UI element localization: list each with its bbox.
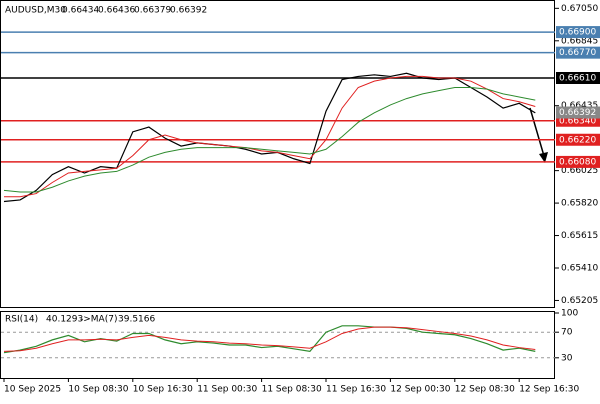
- x-tick-label: 10 Sep 08:30: [68, 385, 128, 395]
- y-tick-label: 0.65615: [561, 231, 598, 241]
- y-tick-label: 0.67050: [561, 4, 598, 14]
- x-tick-label: 10 Sep 2025: [4, 385, 61, 395]
- y-tick-label: 0.66435: [561, 101, 598, 111]
- level-label: 0.66080: [559, 157, 596, 167]
- current-price-label: 0.66392: [559, 108, 596, 118]
- level-label: 0.66770: [559, 48, 596, 58]
- x-tick-label: 12 Sep 16:30: [519, 385, 579, 395]
- rsi-ma-name: ->MA(7): [80, 315, 117, 325]
- y-tick-label: 0.66025: [561, 166, 598, 176]
- level-label: 0.66900: [559, 28, 596, 38]
- rsi-ma-value: 39.5166: [118, 315, 155, 325]
- rsi-value: 40.1293: [46, 315, 83, 325]
- x-tick-label: 11 Sep 08:30: [262, 385, 322, 395]
- y-tick-label: 30: [561, 353, 573, 363]
- high: 0.66436: [98, 6, 135, 16]
- y-tick-label: 100: [561, 309, 578, 319]
- series-line: [4, 75, 536, 198]
- series-line: [3, 72, 536, 203]
- y-tick-label: 0.66845: [561, 36, 598, 46]
- y-tick-label: 0.65820: [561, 199, 598, 209]
- symbol: AUDUSD,M30: [5, 6, 66, 16]
- main-frame: [0, 0, 555, 308]
- x-tick-label: 11 Sep 16:30: [326, 385, 386, 395]
- rsi-frame: [0, 311, 555, 379]
- x-tick-label: 12 Sep 08:30: [455, 385, 515, 395]
- series-line: [3, 325, 536, 354]
- level-label: 0.66610: [559, 74, 596, 84]
- close: 0.66392: [170, 6, 207, 16]
- level-label-box: [556, 155, 600, 168]
- series-line: [3, 87, 536, 193]
- x-tick-label: 11 Sep 00:30: [197, 385, 257, 395]
- level-label-box: [556, 26, 600, 39]
- low: 0.66379: [134, 6, 171, 16]
- arrow-head: [539, 152, 548, 163]
- rsi-name: RSI(14): [5, 315, 38, 325]
- level-label: 0.66220: [559, 135, 596, 145]
- open: 0.66434: [62, 6, 99, 16]
- x-tick-label: 12 Sep 00:30: [390, 385, 450, 395]
- y-tick-label: 0.65410: [561, 264, 598, 274]
- arrow: [529, 107, 545, 157]
- y-tick-label: 0.65205: [561, 296, 598, 306]
- level-label: 0.66340: [559, 116, 596, 126]
- y-tick-label: 70: [561, 328, 573, 338]
- x-tick-label: 10 Sep 16:30: [133, 385, 193, 395]
- current-price-box: [556, 106, 600, 119]
- level-label-box: [556, 133, 600, 146]
- header: AUDUSD,M30 0.66434 0.66436 0.66379 0.663…: [5, 6, 207, 325]
- level-label-box: [556, 72, 600, 84]
- series-line: [3, 326, 536, 352]
- level-label-box: [556, 46, 600, 59]
